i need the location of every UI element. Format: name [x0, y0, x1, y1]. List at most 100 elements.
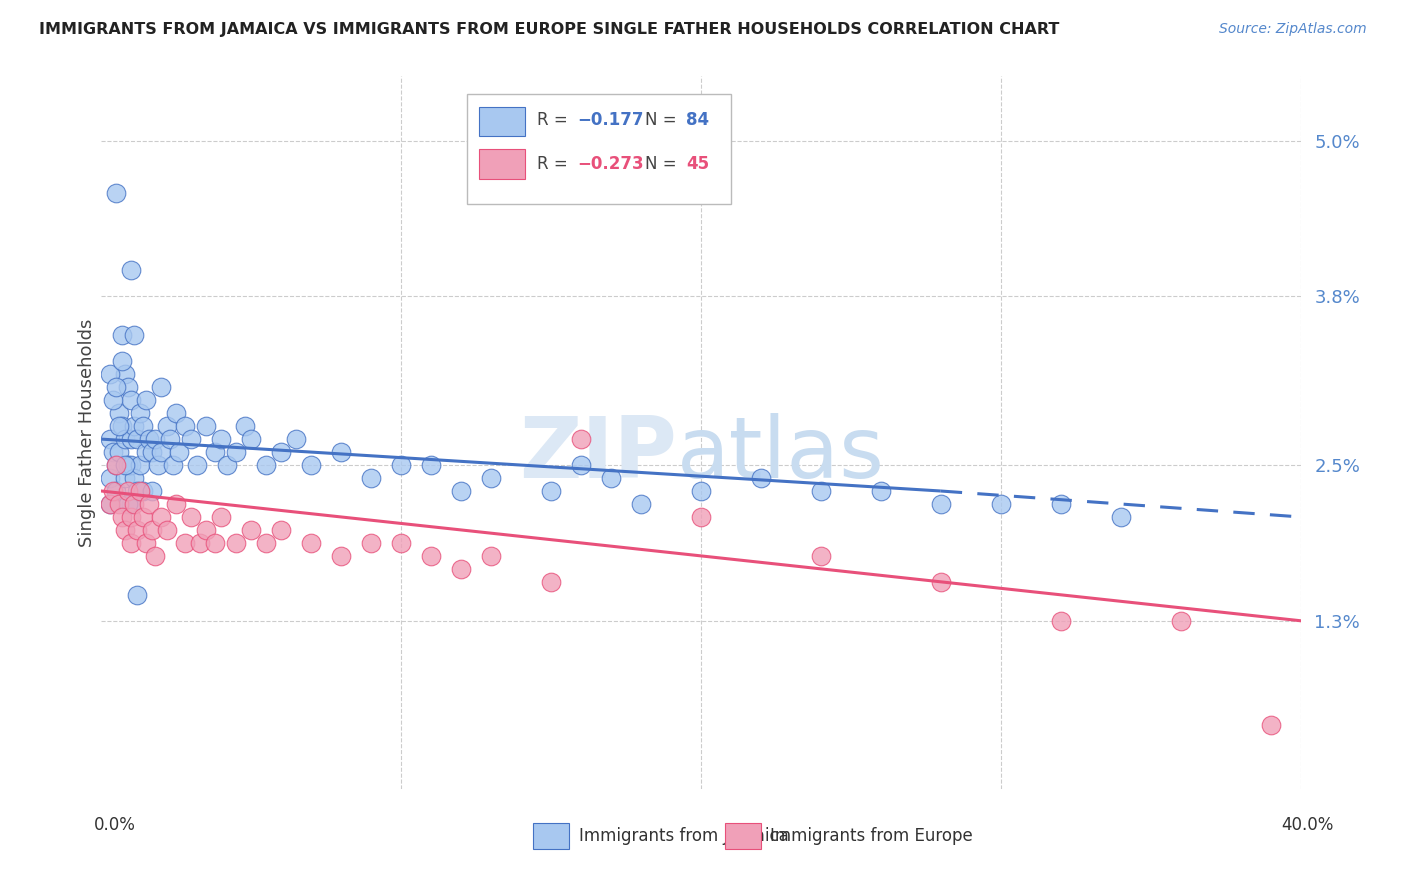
Point [114, 432, 136, 446]
Point [127, 432, 149, 446]
Point [929, 574, 952, 589]
Point [150, 445, 173, 459]
Point [150, 380, 173, 394]
Point [204, 445, 226, 459]
Point [990, 497, 1012, 511]
FancyBboxPatch shape [479, 106, 524, 136]
FancyBboxPatch shape [533, 823, 569, 848]
Point [450, 562, 472, 576]
Point [105, 186, 128, 200]
Point [143, 549, 166, 563]
Point [330, 445, 353, 459]
Point [114, 368, 136, 382]
Text: 45: 45 [686, 154, 710, 172]
Point [98, 432, 121, 446]
Point [111, 510, 134, 524]
Point [233, 419, 256, 434]
Point [810, 483, 832, 498]
Point [103, 445, 125, 459]
Point [117, 497, 139, 511]
Point [132, 483, 155, 498]
Point [1049, 614, 1071, 628]
Point [132, 510, 155, 524]
Text: IMMIGRANTS FROM JAMAICA VS IMMIGRANTS FROM EUROPE SINGLE FATHER HOUSEHOLDS CORRE: IMMIGRANTS FROM JAMAICA VS IMMIGRANTS FR… [39, 22, 1060, 37]
Point [209, 432, 232, 446]
Point [98, 497, 121, 511]
Point [156, 523, 179, 537]
Point [129, 406, 152, 420]
Point [569, 458, 592, 472]
Point [148, 458, 170, 472]
Point [111, 354, 134, 368]
Point [122, 419, 145, 434]
Point [162, 458, 184, 472]
Point [108, 445, 131, 459]
Point [120, 497, 142, 511]
Point [127, 523, 149, 537]
Point [240, 432, 263, 446]
Point [129, 483, 152, 498]
Point [122, 328, 145, 343]
Point [141, 483, 163, 498]
Point [450, 483, 472, 498]
Point [108, 419, 131, 434]
Point [174, 536, 197, 550]
Text: −0.177: −0.177 [578, 112, 644, 129]
Point [240, 523, 263, 537]
Point [159, 432, 181, 446]
Point [105, 458, 128, 472]
FancyBboxPatch shape [467, 94, 731, 204]
Point [117, 458, 139, 472]
Point [108, 497, 131, 511]
Point [389, 536, 412, 550]
Point [143, 432, 166, 446]
Point [122, 471, 145, 485]
Text: Immigrants from Jamaica: Immigrants from Jamaica [578, 827, 789, 845]
Point [111, 328, 134, 343]
Point [195, 523, 218, 537]
Point [114, 471, 136, 485]
Point [114, 458, 136, 472]
Point [165, 497, 187, 511]
Point [299, 458, 322, 472]
Point [209, 510, 232, 524]
Point [138, 432, 160, 446]
Point [217, 458, 239, 472]
Text: 40.0%: 40.0% [1281, 816, 1334, 834]
Point [98, 368, 121, 382]
Point [188, 536, 211, 550]
Point [141, 523, 163, 537]
Point [135, 536, 157, 550]
Text: atlas: atlas [676, 412, 884, 496]
Point [103, 393, 125, 408]
Point [105, 458, 128, 472]
Point [165, 406, 187, 420]
FancyBboxPatch shape [725, 823, 761, 848]
Point [195, 419, 218, 434]
Point [540, 574, 562, 589]
Point [360, 471, 382, 485]
Point [150, 510, 173, 524]
Point [479, 471, 502, 485]
Point [167, 445, 190, 459]
Point [108, 406, 131, 420]
Point [127, 483, 149, 498]
Point [330, 549, 353, 563]
Point [120, 393, 142, 408]
Point [540, 483, 562, 498]
Text: ZIP: ZIP [519, 412, 676, 496]
Point [122, 497, 145, 511]
Point [600, 471, 623, 485]
Text: R =: R = [537, 112, 572, 129]
Point [135, 393, 157, 408]
Point [120, 432, 142, 446]
Point [420, 549, 443, 563]
Text: Immigrants from Europe: Immigrants from Europe [770, 827, 973, 845]
Text: 0.0%: 0.0% [94, 816, 136, 834]
Point [105, 380, 128, 394]
Point [98, 497, 121, 511]
Point [132, 419, 155, 434]
FancyBboxPatch shape [479, 149, 524, 179]
Point [1260, 717, 1282, 731]
Point [929, 497, 952, 511]
